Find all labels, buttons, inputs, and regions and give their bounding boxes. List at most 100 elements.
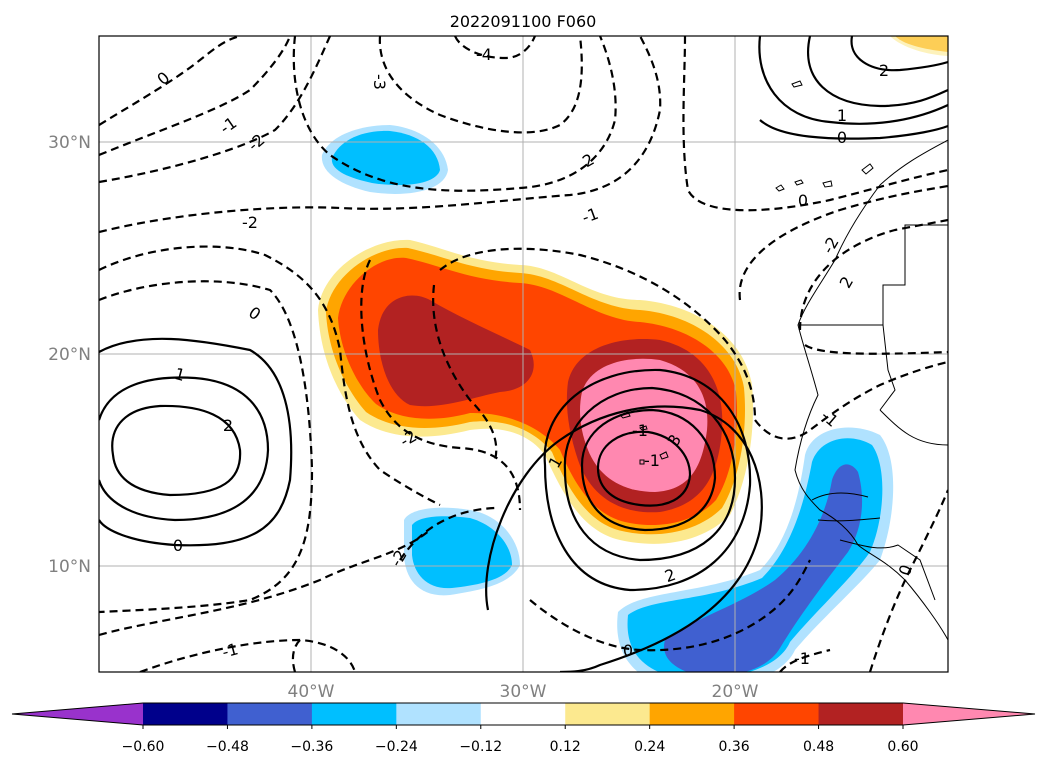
contour-n-3 (99, 36, 332, 184)
colorbar-tick-label: 0.24 (634, 739, 665, 755)
colorbar-tick-label: 0.48 (803, 739, 834, 755)
colorbar-tick-label: 0.36 (719, 739, 750, 755)
coastline-africa (794, 139, 948, 641)
contour-label: -1 (794, 649, 810, 668)
y-tick-10n: 10°N (48, 557, 91, 577)
negative-anomaly-band-7 (664, 464, 863, 672)
contour-ne-3 (850, 36, 948, 72)
contour-label: -4 (476, 45, 492, 64)
colorbar-segment (818, 703, 904, 725)
contour-label: 0 (798, 191, 808, 210)
cape-verde-islands (619, 411, 669, 465)
x-tick-40w: 40°W (288, 682, 335, 702)
chart-title: 2022091100 F060 (450, 12, 597, 31)
contour-cyclone-4 (543, 368, 752, 592)
grid-lines (99, 36, 948, 672)
contour-cyclone-1 (596, 430, 692, 507)
contour-label: -1 (632, 421, 648, 440)
colorbar-segment (227, 703, 313, 725)
contour-e-2 (529, 559, 811, 652)
y-axis-ticks: 30°N 20°N 10°N (48, 133, 91, 577)
contour-label: -3 (370, 74, 389, 90)
solid-contours (99, 36, 948, 672)
contour-n-7 (453, 36, 537, 60)
positive-anomaly-corner-edge (890, 36, 948, 56)
contour-low-2 (99, 376, 270, 522)
contour-n-9 (738, 184, 948, 301)
contour-ne-4 (759, 119, 948, 140)
contour-w-5 (291, 639, 301, 672)
contour-label: 1 (172, 364, 187, 385)
colorbar-ticks: −0.60 −0.48 −0.36 −0.24 −0.12 0.12 0.24 0.36 0.4… (122, 725, 919, 755)
contour-c-1 (439, 247, 757, 421)
y-tick-20n: 20°N (48, 345, 91, 365)
colorbar-segment (311, 703, 397, 725)
contour-label: 0 (623, 641, 633, 660)
contour-n-2 (99, 36, 292, 157)
contour-cyclone-3 (563, 386, 737, 562)
contour-label: -1 (579, 204, 600, 227)
contour-e-4 (868, 489, 948, 672)
contour-n-5 (292, 36, 617, 192)
coastlines (619, 80, 948, 641)
x-axis-ticks: 40°W 30°W 20°W (288, 682, 759, 702)
contour-w-2 (99, 280, 314, 614)
contour-low-1 (111, 404, 242, 497)
border-mali (879, 409, 948, 446)
colorbar: −0.60 −0.48 −0.36 −0.24 −0.12 0.12 0.24 0.36 0.4… (11, 702, 1036, 755)
plot-area: 0-1-2-3-42-20-1120-2-20120-1-1-2-1012320… (99, 36, 948, 672)
contour-cyclone-2 (580, 408, 717, 532)
colorbar-segment (143, 703, 228, 725)
dashed-contours (99, 36, 948, 672)
colorbar-extend-max (903, 703, 1035, 725)
contour-n-6 (378, 36, 583, 134)
colorbar-tick-label: −0.24 (375, 739, 418, 755)
colorbar-segment (565, 703, 651, 725)
colorbar-segment (480, 703, 566, 725)
border-west-sahara (798, 224, 948, 326)
contour-cyclone-5 (485, 405, 763, 672)
border-guinea (839, 539, 936, 601)
contour-label: 0 (173, 536, 183, 555)
madeira-island (791, 80, 803, 88)
colorbar-tick-label: −0.12 (459, 739, 502, 755)
x-tick-20w: 20°W (712, 682, 759, 702)
colorbar-tick-label: −0.60 (122, 739, 165, 755)
contour-c-3 (399, 506, 496, 561)
colorbar-tick-label: −0.48 (206, 739, 249, 755)
contour-w-6 (360, 259, 522, 511)
contour-ne-1 (758, 36, 948, 125)
plot-frame (98, 35, 949, 673)
contour-n-4 (99, 36, 662, 234)
contour-low-3 (99, 337, 293, 547)
contour-label: 0 (837, 128, 847, 147)
colorbar-segment (396, 703, 482, 725)
contour-label: 2 (879, 61, 889, 80)
colorbar-tick-label: 0.12 (550, 739, 581, 755)
contour-label: 2 (223, 416, 233, 435)
contour-n-10 (798, 218, 948, 331)
y-tick-30n: 30°N (48, 133, 91, 153)
colorbar-extend-min (12, 703, 143, 725)
colorbar-segments (12, 703, 1035, 725)
colorbar-segment (734, 703, 820, 725)
contour-label: -1 (220, 639, 240, 661)
contour-w-3 (99, 529, 431, 637)
contour-e-3 (779, 648, 831, 672)
contour-n-11 (804, 344, 948, 355)
positive-anomaly-band-4 (378, 295, 534, 407)
contour-label: -1 (644, 451, 660, 470)
contour-w-4 (139, 638, 357, 672)
colorbar-segment (649, 703, 735, 725)
canary-islands (775, 163, 874, 192)
contour-label: 1 (837, 106, 847, 125)
contour-c-2 (432, 284, 498, 461)
border-senegal (811, 492, 881, 522)
contour-ne-2 (807, 36, 948, 108)
contour-e-1 (754, 360, 948, 440)
contour-label: -2 (242, 213, 258, 232)
colorbar-tick-label: −0.36 (290, 739, 333, 755)
contour-n-8 (682, 36, 948, 212)
x-tick-30w: 30°W (500, 682, 547, 702)
